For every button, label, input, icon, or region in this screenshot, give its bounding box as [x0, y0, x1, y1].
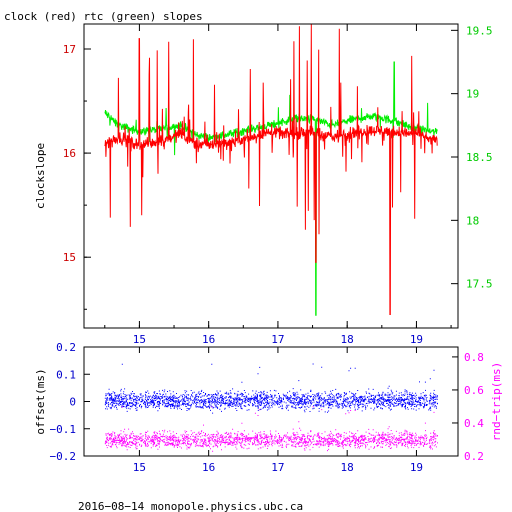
top-y2-tick-label: 18.5: [466, 151, 493, 164]
top-y-axis-label: clockslope: [34, 143, 47, 209]
top-chart-title: clock (red) rtc (green) slopes: [4, 10, 203, 23]
bottom-y2-tick-label: 0.4: [464, 417, 484, 430]
bottom-y-tick-label: 0.1: [56, 368, 76, 381]
bottom-x-tick-label: 19: [410, 461, 423, 474]
footer-label: 2016−08−14 monopole.physics.ubc.ca: [78, 500, 303, 512]
offset-scatter-points: [104, 363, 439, 414]
top-x-tick-label: 19: [410, 333, 423, 346]
top-x-tick-label: 18: [341, 333, 354, 346]
top-x-tick-label: 17: [271, 333, 284, 346]
top-y2-tick-label: 19: [466, 88, 479, 101]
bottom-y2-axis-label: rnd−trip(ms): [490, 362, 503, 441]
top-x-tick-label: 16: [202, 333, 215, 346]
bottom-y-tick-label: 0.2: [56, 341, 76, 354]
bottom-y-tick-label: 0: [69, 396, 76, 409]
rtt-scatter-points: [104, 406, 439, 452]
bottom-y-tick-label: −0.1: [50, 423, 77, 436]
bottom-y2-tick-label: 0.2: [464, 450, 484, 463]
bottom-y-axis-label: offset(ms): [34, 368, 47, 434]
top-y-tick-label: 16: [63, 147, 76, 160]
bottom-x-tick-label: 15: [133, 461, 146, 474]
top-y-tick-label: 17: [63, 43, 76, 56]
top-y-tick-label: 15: [63, 251, 76, 264]
top-x-tick-label: 15: [133, 333, 146, 346]
bottom-y2-tick-label: 0.8: [464, 351, 484, 364]
offset-rtt-chart: 15 16 17 18 19 −0.2 −0.1 0 0.1 0.2 0.2 0.4 0.6 0.8 off…: [34, 341, 503, 474]
rtc-series-line: [104, 61, 438, 316]
top-y2-tick-label: 19.5: [466, 24, 493, 37]
top-plot-frame: [83, 23, 459, 329]
bottom-y2-tick-label: 0.6: [464, 384, 484, 397]
clock-series-line: [104, 23, 438, 315]
bottom-y-tick-label: −0.2: [50, 450, 77, 463]
top-y2-tick-label: 18: [466, 214, 479, 227]
bottom-x-tick-label: 17: [271, 461, 284, 474]
bottom-x-tick-label: 18: [341, 461, 354, 474]
slopes-chart: 15 16 17 18 19 15 16 17 17.5 18 18.5 19 19.5 clockslo…: [34, 23, 493, 346]
bottom-x-tick-label: 16: [202, 461, 215, 474]
top-y2-tick-label: 17.5: [466, 278, 493, 291]
